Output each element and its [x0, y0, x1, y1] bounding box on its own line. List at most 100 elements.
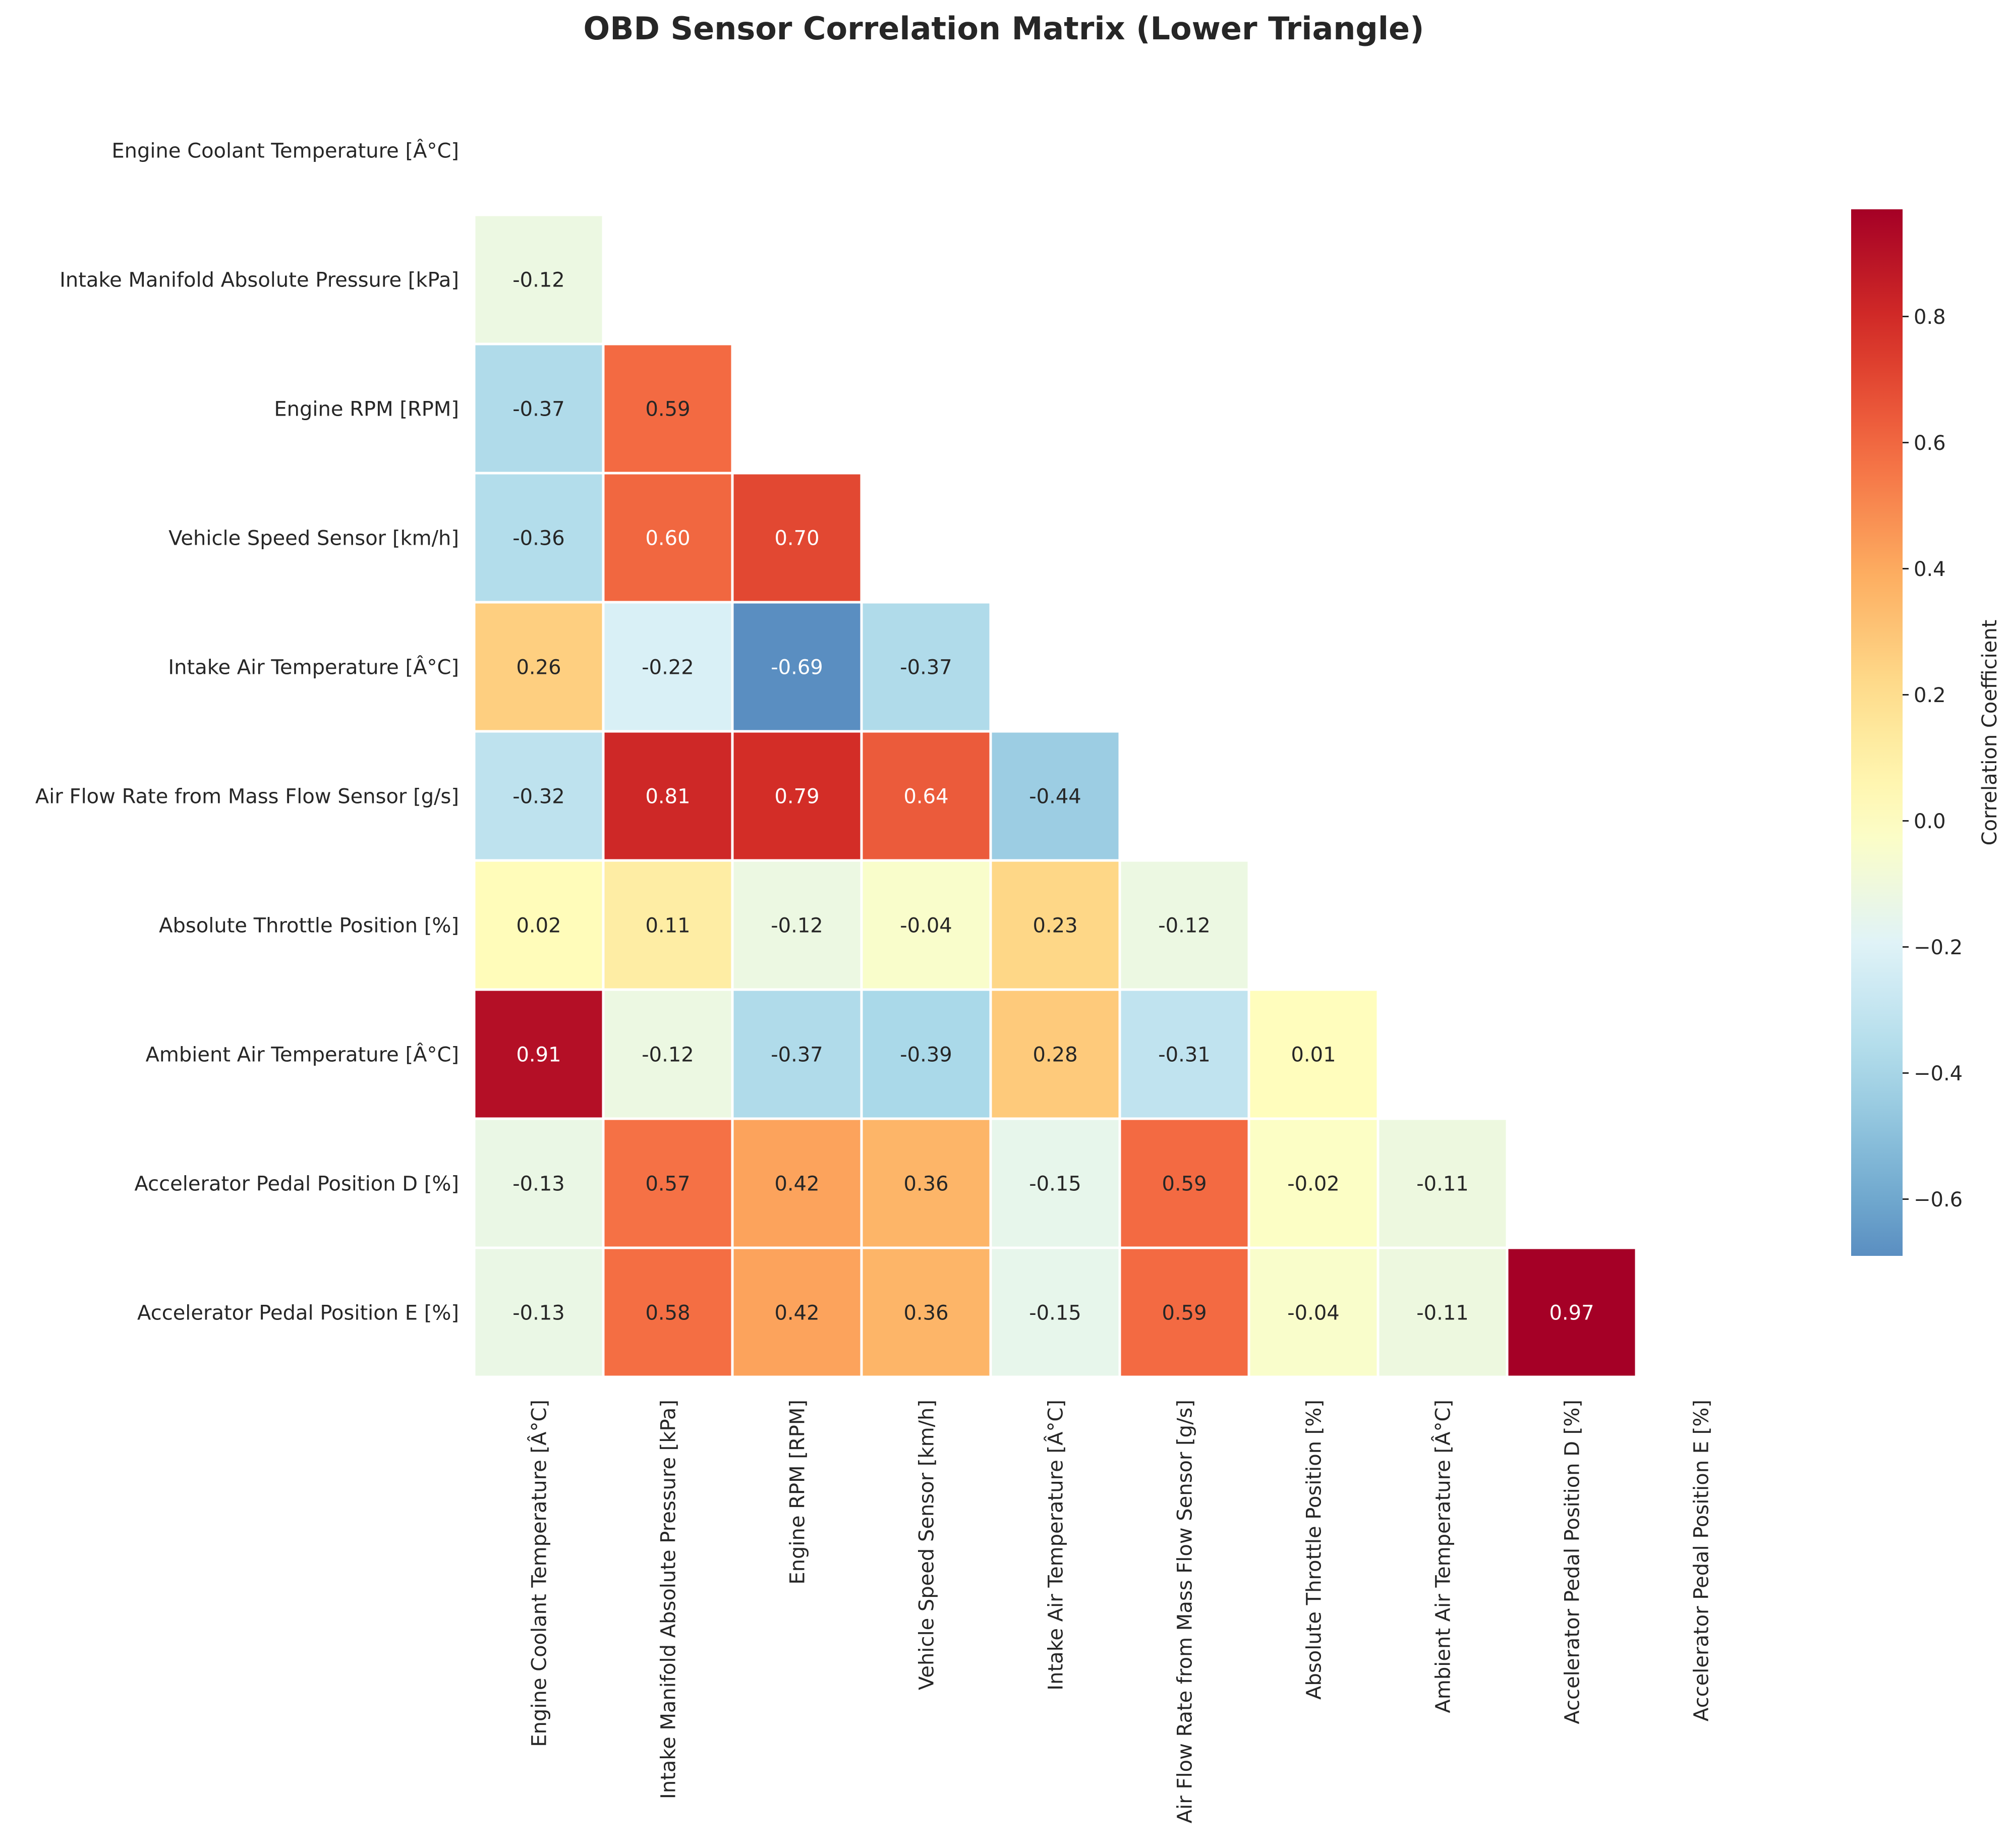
heatmap-cell — [1376, 1117, 1509, 1249]
cell-value-label: 0.60 — [645, 527, 690, 550]
cell-value-label: 0.91 — [516, 1043, 561, 1066]
heatmap-cell — [602, 601, 734, 733]
heatmap-cell — [860, 988, 992, 1120]
y-tick-label: Accelerator Pedal Position E [%] — [137, 1301, 459, 1324]
heatmap-cell — [731, 601, 863, 733]
y-tick-label: Accelerator Pedal Position D [%] — [135, 1172, 459, 1195]
colorbar-tick-label: −0.6 — [1914, 1188, 1963, 1211]
cell-value-label: 0.42 — [774, 1172, 819, 1195]
x-tick-label: Ambient Air Temperature [Â°C] — [1430, 1400, 1455, 1713]
colorbar-tick-label: 0.4 — [1914, 558, 1946, 581]
heatmap-cell — [473, 1246, 605, 1378]
heatmap-cell — [860, 601, 992, 733]
cell-value-label: 0.57 — [645, 1172, 690, 1195]
colorbar: −0.6 −0.4 −0.2 0.0 0.2 0.4 0.6 0.8 Correlation C… — [1851, 209, 2001, 1256]
cell-value-label: 0.36 — [903, 1301, 948, 1324]
heatmap-cell — [1118, 1246, 1250, 1378]
y-tick-label: Intake Manifold Absolute Pressure [kPa] — [60, 268, 459, 292]
x-tick-label: Accelerator Pedal Position D [%] — [1561, 1400, 1584, 1724]
heatmap-cell — [989, 1246, 1121, 1378]
y-axis-tick-labels: Engine Coolant Temperature [Â°C] Intake M… — [35, 138, 459, 1324]
heatmap-cell — [602, 1117, 734, 1249]
heatmap-cell — [1247, 1246, 1380, 1378]
colorbar-tick-label: 0.2 — [1914, 684, 1946, 707]
heatmap-cell — [473, 213, 605, 345]
cell-value-label: -0.36 — [512, 527, 565, 550]
heatmap-cell — [731, 730, 863, 862]
heatmap-cell — [473, 988, 605, 1120]
heatmap-cell — [989, 859, 1121, 991]
heatmap-cell — [731, 988, 863, 1120]
heatmap-cell — [1376, 1246, 1509, 1378]
cell-value-label: -0.44 — [1029, 785, 1081, 808]
x-tick-label: Absolute Throttle Position [%] — [1302, 1400, 1326, 1700]
heatmap-cell — [860, 1246, 992, 1378]
cell-value-label: 0.02 — [516, 914, 561, 937]
cell-value-label: -0.37 — [900, 656, 952, 679]
heatmap-cell — [602, 1246, 734, 1378]
cell-value-label: -0.32 — [512, 785, 565, 808]
heatmap-cell — [731, 1246, 863, 1378]
cell-value-label: -0.13 — [512, 1172, 565, 1195]
cell-value-label: -0.31 — [1158, 1043, 1211, 1066]
heatmap-cell — [473, 1117, 605, 1249]
cell-value-label: 0.58 — [645, 1301, 690, 1324]
cell-value-label: 0.79 — [774, 785, 819, 808]
colorbar-tick-label: −0.4 — [1914, 1062, 1963, 1085]
y-tick-label: Absolute Throttle Position [%] — [159, 914, 459, 937]
y-tick-label: Ambient Air Temperature [Â°C] — [146, 1042, 459, 1066]
colorbar-gradient — [1851, 209, 1903, 1256]
cell-value-label: -0.69 — [771, 656, 823, 679]
cell-value-label: -0.15 — [1029, 1301, 1081, 1324]
colorbar-label: Correlation Coefficient — [1978, 620, 2001, 846]
chart-title: OBD Sensor Correlation Matrix (Lower Tri… — [584, 10, 1424, 47]
x-tick-label: Accelerator Pedal Position E [%] — [1690, 1400, 1713, 1721]
heatmap-cells: -0.12 -0.37 0.59 -0.36 0.60 0.70 0.26 -0.22 -0.6… — [473, 213, 1638, 1378]
cell-value-label: -0.02 — [1287, 1172, 1340, 1195]
x-tick-label: Vehicle Speed Sensor [km/h] — [915, 1400, 938, 1690]
heatmap-cell — [473, 859, 605, 991]
cell-value-label: 0.26 — [516, 656, 561, 679]
y-tick-label: Vehicle Speed Sensor [km/h] — [168, 527, 459, 550]
cell-value-label: 0.28 — [1032, 1043, 1077, 1066]
cell-value-label: -0.11 — [1416, 1172, 1469, 1195]
cell-value-label: -0.12 — [771, 914, 823, 937]
cell-value-label: 0.01 — [1291, 1043, 1336, 1066]
heatmap-cell — [473, 730, 605, 862]
y-tick-label: Air Flow Rate from Mass Flow Sensor [g/s… — [35, 785, 459, 808]
heatmap-cell — [989, 730, 1121, 862]
cell-value-label: 0.42 — [774, 1301, 819, 1324]
colorbar-tick-label: 0.6 — [1914, 432, 1946, 455]
heatmap-cell — [860, 1117, 992, 1249]
cell-value-label: -0.11 — [1416, 1301, 1469, 1324]
x-tick-label: Intake Manifold Absolute Pressure [kPa] — [657, 1400, 680, 1799]
heatmap-cell — [602, 859, 734, 991]
heatmap-cell — [731, 472, 863, 604]
x-axis-tick-labels: Engine Coolant Temperature [Â°C] Intake M… — [527, 1400, 1713, 1823]
x-tick-label: Engine RPM [RPM] — [786, 1400, 809, 1585]
cell-value-label: -0.22 — [642, 656, 694, 679]
cell-value-label: -0.12 — [1158, 914, 1211, 937]
heatmap-cell — [1118, 988, 1250, 1120]
cell-value-label: 0.70 — [774, 527, 819, 550]
cell-value-label: -0.37 — [771, 1043, 823, 1066]
heatmap-cell — [989, 1117, 1121, 1249]
colorbar-tick-label: −0.2 — [1914, 936, 1963, 959]
x-tick-label: Intake Air Temperature [Â°C] — [1043, 1400, 1067, 1691]
cell-value-label: 0.59 — [645, 397, 690, 421]
heatmap-cell — [1506, 1246, 1638, 1378]
cell-value-label: 0.64 — [903, 785, 948, 808]
cell-value-label: 0.97 — [1549, 1301, 1594, 1324]
heatmap-cell — [1118, 859, 1250, 991]
x-tick-label: Engine Coolant Temperature [Â°C] — [527, 1400, 551, 1747]
cell-value-label: 0.11 — [645, 914, 690, 937]
heatmap-cell — [1247, 1117, 1380, 1249]
cell-value-label: 0.81 — [645, 785, 690, 808]
cell-value-label: 0.23 — [1032, 914, 1077, 937]
cell-value-label: 0.59 — [1162, 1301, 1207, 1324]
y-tick-label: Intake Air Temperature [Â°C] — [168, 655, 459, 679]
colorbar-tick-label: 0.0 — [1914, 810, 1946, 833]
heatmap-cell — [860, 730, 992, 862]
